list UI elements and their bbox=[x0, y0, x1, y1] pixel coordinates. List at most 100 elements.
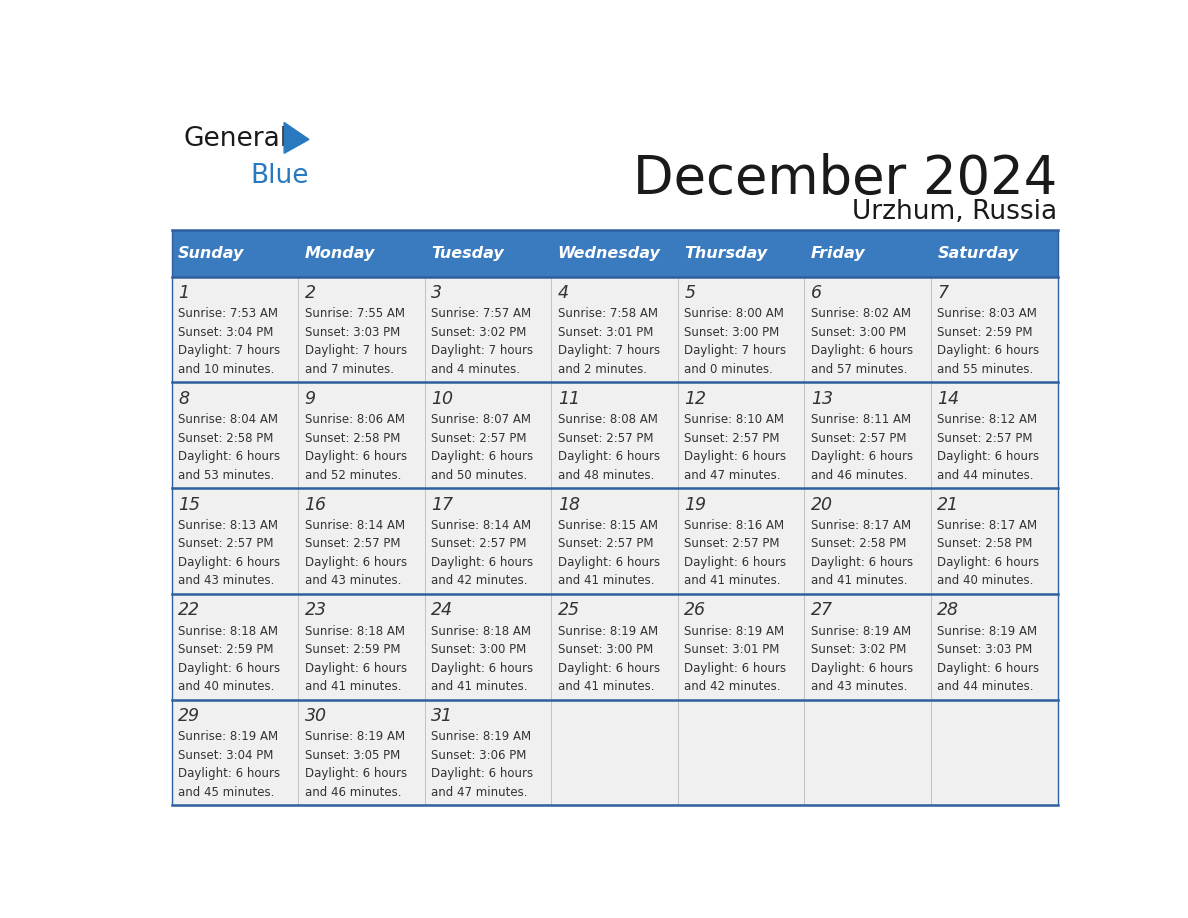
Text: Sunrise: 8:19 AM: Sunrise: 8:19 AM bbox=[937, 624, 1037, 638]
Text: and 53 minutes.: and 53 minutes. bbox=[178, 469, 274, 482]
Text: Daylight: 6 hours: Daylight: 6 hours bbox=[937, 450, 1040, 464]
Text: Sunrise: 8:17 AM: Sunrise: 8:17 AM bbox=[937, 519, 1037, 532]
Text: Daylight: 6 hours: Daylight: 6 hours bbox=[937, 344, 1040, 357]
Text: Daylight: 6 hours: Daylight: 6 hours bbox=[304, 450, 406, 464]
Text: and 43 minutes.: and 43 minutes. bbox=[304, 575, 402, 588]
Text: Sunrise: 7:55 AM: Sunrise: 7:55 AM bbox=[304, 308, 405, 320]
Text: Daylight: 6 hours: Daylight: 6 hours bbox=[684, 556, 786, 569]
Text: Daylight: 6 hours: Daylight: 6 hours bbox=[557, 662, 659, 675]
Text: Sunrise: 8:17 AM: Sunrise: 8:17 AM bbox=[810, 519, 911, 532]
Text: and 40 minutes.: and 40 minutes. bbox=[937, 575, 1034, 588]
Text: and 47 minutes.: and 47 minutes. bbox=[431, 786, 527, 799]
Text: 21: 21 bbox=[937, 496, 960, 514]
Text: 31: 31 bbox=[431, 707, 453, 725]
Text: and 43 minutes.: and 43 minutes. bbox=[810, 680, 908, 693]
Text: Sunset: 2:57 PM: Sunset: 2:57 PM bbox=[557, 537, 653, 551]
Text: Daylight: 6 hours: Daylight: 6 hours bbox=[304, 556, 406, 569]
Text: 7: 7 bbox=[937, 285, 948, 302]
Text: Sunrise: 8:16 AM: Sunrise: 8:16 AM bbox=[684, 519, 784, 532]
Text: Sunset: 2:59 PM: Sunset: 2:59 PM bbox=[178, 644, 273, 656]
Text: Daylight: 7 hours: Daylight: 7 hours bbox=[557, 344, 659, 357]
Text: and 4 minutes.: and 4 minutes. bbox=[431, 363, 520, 376]
Text: 9: 9 bbox=[304, 390, 316, 408]
Text: Sunrise: 8:19 AM: Sunrise: 8:19 AM bbox=[684, 624, 784, 638]
Text: and 46 minutes.: and 46 minutes. bbox=[810, 469, 908, 482]
Text: Daylight: 6 hours: Daylight: 6 hours bbox=[810, 662, 912, 675]
Text: 18: 18 bbox=[557, 496, 580, 514]
Text: Sunset: 3:01 PM: Sunset: 3:01 PM bbox=[557, 326, 653, 339]
Text: and 44 minutes.: and 44 minutes. bbox=[937, 469, 1034, 482]
Bar bbox=[172, 276, 1057, 383]
Text: Sunset: 2:57 PM: Sunset: 2:57 PM bbox=[431, 537, 526, 551]
Text: Sunset: 3:00 PM: Sunset: 3:00 PM bbox=[810, 326, 906, 339]
Text: Sunset: 3:04 PM: Sunset: 3:04 PM bbox=[178, 326, 273, 339]
Text: and 41 minutes.: and 41 minutes. bbox=[304, 680, 402, 693]
Text: Sunset: 2:57 PM: Sunset: 2:57 PM bbox=[684, 431, 779, 444]
Text: Daylight: 6 hours: Daylight: 6 hours bbox=[178, 450, 280, 464]
Text: and 42 minutes.: and 42 minutes. bbox=[684, 680, 781, 693]
Text: 20: 20 bbox=[810, 496, 833, 514]
Text: Sunrise: 8:06 AM: Sunrise: 8:06 AM bbox=[304, 413, 405, 426]
Text: and 52 minutes.: and 52 minutes. bbox=[304, 469, 402, 482]
Text: December 2024: December 2024 bbox=[633, 152, 1057, 205]
Text: Sunset: 3:03 PM: Sunset: 3:03 PM bbox=[937, 644, 1032, 656]
Text: Daylight: 6 hours: Daylight: 6 hours bbox=[178, 556, 280, 569]
Text: 16: 16 bbox=[304, 496, 327, 514]
Text: 4: 4 bbox=[557, 285, 569, 302]
Text: Sunset: 3:02 PM: Sunset: 3:02 PM bbox=[810, 644, 906, 656]
Text: Sunrise: 8:07 AM: Sunrise: 8:07 AM bbox=[431, 413, 531, 426]
Text: Sunrise: 8:19 AM: Sunrise: 8:19 AM bbox=[810, 624, 911, 638]
Text: 8: 8 bbox=[178, 390, 189, 408]
Text: Sunset: 2:57 PM: Sunset: 2:57 PM bbox=[557, 431, 653, 444]
Text: Sunset: 3:02 PM: Sunset: 3:02 PM bbox=[431, 326, 526, 339]
Text: Sunrise: 8:14 AM: Sunrise: 8:14 AM bbox=[304, 519, 405, 532]
Bar bbox=[172, 700, 1057, 805]
Text: 28: 28 bbox=[937, 601, 960, 620]
Text: Daylight: 6 hours: Daylight: 6 hours bbox=[304, 767, 406, 780]
Text: 6: 6 bbox=[810, 285, 822, 302]
Text: and 45 minutes.: and 45 minutes. bbox=[178, 786, 274, 799]
Text: 11: 11 bbox=[557, 390, 580, 408]
Text: Sunset: 2:58 PM: Sunset: 2:58 PM bbox=[178, 431, 273, 444]
Text: Daylight: 7 hours: Daylight: 7 hours bbox=[178, 344, 280, 357]
Text: and 50 minutes.: and 50 minutes. bbox=[431, 469, 527, 482]
Text: Sunrise: 8:19 AM: Sunrise: 8:19 AM bbox=[557, 624, 658, 638]
Text: Daylight: 6 hours: Daylight: 6 hours bbox=[684, 450, 786, 464]
Text: and 7 minutes.: and 7 minutes. bbox=[304, 363, 393, 376]
Text: Sunset: 3:04 PM: Sunset: 3:04 PM bbox=[178, 749, 273, 762]
Text: and 43 minutes.: and 43 minutes. bbox=[178, 575, 274, 588]
Text: and 41 minutes.: and 41 minutes. bbox=[810, 575, 908, 588]
Text: Sunset: 2:58 PM: Sunset: 2:58 PM bbox=[810, 537, 906, 551]
Text: Daylight: 7 hours: Daylight: 7 hours bbox=[684, 344, 786, 357]
Text: and 0 minutes.: and 0 minutes. bbox=[684, 363, 773, 376]
Text: and 41 minutes.: and 41 minutes. bbox=[557, 575, 655, 588]
Text: Daylight: 6 hours: Daylight: 6 hours bbox=[431, 556, 533, 569]
Text: Friday: Friday bbox=[810, 246, 865, 261]
Text: and 41 minutes.: and 41 minutes. bbox=[684, 575, 781, 588]
Text: Sunset: 3:01 PM: Sunset: 3:01 PM bbox=[684, 644, 779, 656]
Text: 2: 2 bbox=[304, 285, 316, 302]
Text: and 42 minutes.: and 42 minutes. bbox=[431, 575, 527, 588]
Text: Daylight: 6 hours: Daylight: 6 hours bbox=[431, 662, 533, 675]
Text: 3: 3 bbox=[431, 285, 442, 302]
Text: Urzhum, Russia: Urzhum, Russia bbox=[853, 198, 1057, 225]
Text: Daylight: 6 hours: Daylight: 6 hours bbox=[431, 450, 533, 464]
Text: 17: 17 bbox=[431, 496, 453, 514]
Text: and 40 minutes.: and 40 minutes. bbox=[178, 680, 274, 693]
Text: Sunset: 3:06 PM: Sunset: 3:06 PM bbox=[431, 749, 526, 762]
Text: Sunset: 2:59 PM: Sunset: 2:59 PM bbox=[304, 644, 400, 656]
Text: and 10 minutes.: and 10 minutes. bbox=[178, 363, 274, 376]
Text: Daylight: 7 hours: Daylight: 7 hours bbox=[431, 344, 533, 357]
Bar bbox=[172, 488, 1057, 594]
Text: 25: 25 bbox=[557, 601, 580, 620]
Text: Sunrise: 8:03 AM: Sunrise: 8:03 AM bbox=[937, 308, 1037, 320]
Text: Daylight: 6 hours: Daylight: 6 hours bbox=[178, 767, 280, 780]
Text: Daylight: 6 hours: Daylight: 6 hours bbox=[557, 556, 659, 569]
Text: Sunrise: 8:08 AM: Sunrise: 8:08 AM bbox=[557, 413, 658, 426]
Text: and 48 minutes.: and 48 minutes. bbox=[557, 469, 655, 482]
Text: and 47 minutes.: and 47 minutes. bbox=[684, 469, 781, 482]
Text: Sunset: 2:59 PM: Sunset: 2:59 PM bbox=[937, 326, 1032, 339]
Text: General: General bbox=[183, 127, 287, 152]
Text: Sunrise: 8:18 AM: Sunrise: 8:18 AM bbox=[304, 624, 405, 638]
Bar bbox=[172, 383, 1057, 488]
